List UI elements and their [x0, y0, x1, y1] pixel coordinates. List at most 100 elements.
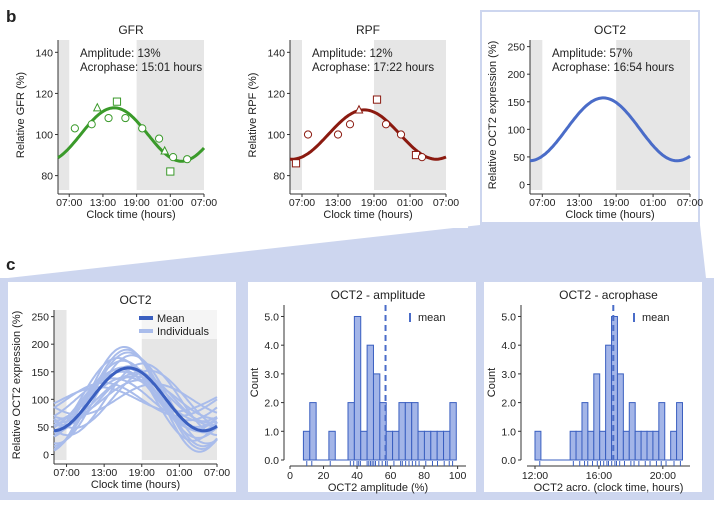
y-tick-label: 5.0 [501, 311, 516, 323]
legend-mean-label: mean [418, 312, 446, 324]
y-tick-label: 200 [507, 69, 525, 81]
histogram-bar [347, 402, 355, 461]
histogram-bar [443, 430, 451, 461]
y-tick-label: 1.0 [264, 426, 279, 438]
y-tick-label: 0.0 [264, 455, 279, 467]
y-tick-label: 0 [519, 179, 525, 191]
x-axis-label: Clock time (hours) [565, 209, 654, 221]
data-point-triangle [92, 102, 102, 112]
x-tick-label: 07:00 [56, 197, 82, 209]
x-tick-label: 13:00 [325, 197, 351, 209]
histogram-bar [360, 430, 368, 461]
data-point-circle [417, 153, 427, 162]
x-tick-label: 01:00 [166, 467, 192, 479]
y-tick-label: 5.0 [264, 311, 279, 323]
data-point-circle [169, 153, 178, 162]
legend-box [135, 309, 217, 339]
chart-title: OCT2 - amplitude [331, 288, 426, 302]
histogram-bar [676, 402, 683, 461]
data-point-circle [183, 155, 192, 164]
night-shading [54, 310, 67, 460]
histogram-bar [628, 402, 636, 461]
data-point-circle [138, 124, 147, 133]
individual-curve [53, 377, 218, 422]
x-tick-label: 19:00 [129, 467, 155, 479]
night-shading [290, 40, 302, 190]
x-tick-label: 13:00 [91, 467, 117, 479]
data-point-square [112, 97, 122, 106]
y-tick-label: 120 [35, 88, 53, 100]
histogram-bar [605, 344, 613, 461]
x-tick-label: 40 [351, 470, 363, 482]
data-point-circle [381, 120, 391, 129]
y-tick-label: 50 [37, 422, 49, 434]
x-tick-label: 01:00 [157, 197, 183, 209]
chart-title: GFR [118, 23, 144, 37]
x-tick-label: 07:00 [191, 197, 217, 209]
data-point-square [372, 95, 382, 104]
histogram-bar [417, 430, 425, 461]
y-axis-label: Relative GFR (%) [15, 72, 27, 158]
mean-curve [53, 366, 218, 433]
y-tick-label: 0 [43, 449, 49, 461]
y-axis-label: Relative OCT2 expression (%) [487, 41, 499, 190]
y-tick-label: 0.0 [501, 455, 516, 467]
histogram-bar [302, 430, 311, 461]
plots: 80 100 120 140 07:00 13:00 19:00 01:00 07:00 Cloc… [8, 12, 703, 494]
y-tick-label: 80 [273, 171, 285, 183]
y-tick-label: 100 [31, 394, 49, 406]
y-tick-label: 4.0 [264, 340, 279, 352]
histogram-bar [353, 315, 362, 461]
y-tick-label: 100 [35, 130, 53, 142]
histogram-bar [436, 430, 445, 461]
x-tick-label: 12:00 [522, 470, 548, 482]
data-point-circle [396, 130, 406, 139]
y-tick-label: 250 [507, 42, 525, 54]
x-axis-label: Clock time (hours) [86, 209, 175, 221]
amplitude-annotation: Amplitude: 12% [312, 48, 393, 60]
data-point-circle [104, 113, 113, 123]
y-axis-label: Count [486, 368, 498, 397]
x-axis-label: OCT2 acro. (clock time, hours) [534, 482, 684, 494]
data-point-circle [154, 134, 164, 143]
panel-c-label: c [6, 255, 15, 274]
histogram-bar [328, 430, 336, 461]
individual-curve [53, 366, 218, 433]
histogram-bar [411, 402, 419, 461]
histogram-bar [622, 430, 630, 461]
y-tick-label: 150 [507, 97, 525, 109]
y-axis-label: Count [249, 368, 261, 397]
x-tick-label: 07:00 [53, 467, 79, 479]
data-point-square [166, 167, 175, 176]
histogram-bar [593, 373, 601, 461]
histogram-bar [587, 430, 595, 461]
histogram-bar [404, 402, 413, 461]
histogram-bar [379, 402, 387, 461]
x-axis-label: OCT2 amplitude (%) [328, 482, 428, 494]
data-point-square [291, 159, 301, 168]
data-point-circle [345, 120, 355, 129]
histogram-bar [430, 430, 438, 461]
histogram-bar [366, 344, 374, 461]
x-axis-label: Clock time (hours) [323, 209, 412, 221]
x-axis-label: Clock time (hours) [91, 479, 180, 491]
individual-curve [53, 362, 218, 437]
x-tick-label: 07:00 [677, 197, 703, 209]
data-point-triangle [160, 145, 170, 155]
histogram-bar [634, 430, 642, 461]
x-tick-label: 19:00 [361, 197, 387, 209]
histogram-bar [581, 402, 589, 461]
histogram-bar [646, 430, 654, 461]
y-tick-label: 100 [267, 130, 285, 142]
night-shading [136, 40, 204, 190]
data-point-circle [121, 113, 130, 123]
acrophase-annotation: Acrophase: 17:22 hours [312, 62, 434, 74]
chart-title: OCT2 [594, 23, 626, 37]
data-point-circle [87, 120, 96, 129]
night-shading [58, 40, 70, 190]
histogram-bar [569, 430, 577, 461]
legend-mean-label: Mean [157, 313, 185, 325]
cosinor-curve [529, 96, 691, 163]
night-shading [530, 40, 543, 190]
y-axis-label: Relative OCT2 expression (%) [11, 311, 23, 460]
